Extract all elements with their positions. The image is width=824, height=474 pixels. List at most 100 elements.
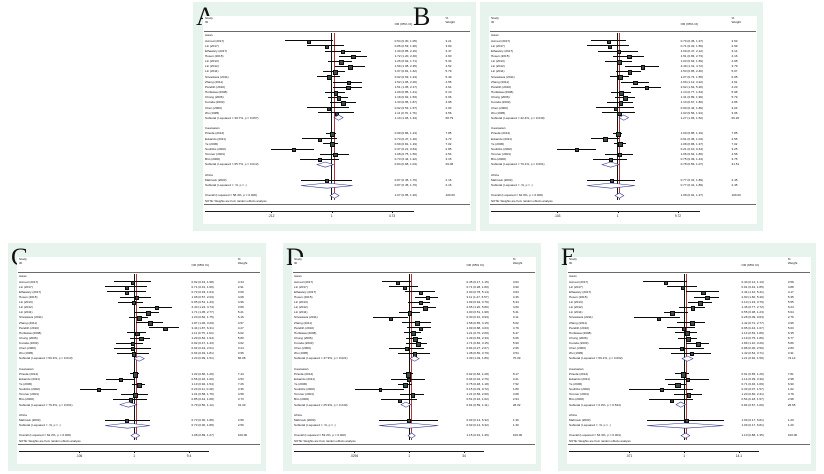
summary-effect-line xyxy=(333,33,335,200)
weight-value: 2.16 xyxy=(445,177,452,182)
or-ci-value: 3.44 (1.87, 6.31) xyxy=(191,325,214,330)
weight-value: 5.34 xyxy=(445,59,452,64)
or-ci-value: 1.71 (1.05, 2.77) xyxy=(191,310,214,315)
table-row: Subtotal (I-squared = 42.4%, p = 0.040) 1… xyxy=(489,115,757,121)
confidence-interval-line xyxy=(664,311,689,313)
or-ci-value: 0.45 (0.17, 1.15) xyxy=(466,279,489,284)
study-label: Pineda (2014) xyxy=(19,371,39,376)
or-ci-value: 0.73 (0.30, 1.88) xyxy=(191,417,214,422)
table-row: Kuroda (2003) 0.92 (0.47, 1.43) 4.62 xyxy=(17,341,261,347)
weight-value: 2.16 xyxy=(445,182,452,187)
weight-value: 3.09 xyxy=(237,289,244,294)
x-axis-tick-min-mark xyxy=(557,210,559,213)
header-id-label: ID xyxy=(19,261,23,266)
study-label: Eduardo (2011) xyxy=(19,376,40,381)
or-ci-value: 1.45 (0.77, 2.72) xyxy=(741,305,764,310)
effect-size-marker xyxy=(670,311,676,316)
weight-value: 2.85 xyxy=(445,146,452,151)
weight-value: 6.10 xyxy=(445,90,452,95)
table-row: Caucasian xyxy=(489,126,757,131)
weight-value: 4.52 xyxy=(445,64,452,69)
effect-size-marker xyxy=(613,106,618,111)
or-ci-value: 2.49 (1.31, 4.72) xyxy=(680,64,703,69)
or-ci-value: 1.59 (1.08, 2.35) xyxy=(394,64,417,69)
table-row: Asian xyxy=(292,274,536,279)
weight-value: 3.75 xyxy=(731,157,738,162)
weight-value: 2.45 xyxy=(731,182,738,187)
header-pct-label: % xyxy=(512,257,516,261)
or-ci-value: 1.51 (1.05, 2.17) xyxy=(394,84,417,89)
subtotal-label: Subtotal (I-squared = .%, p = .) xyxy=(491,182,533,187)
header-id-label: ID xyxy=(294,261,298,266)
or-ci-value: 0.81 (0.59, 1.11) xyxy=(466,402,489,407)
x-axis-line xyxy=(294,450,485,452)
or-ci-value: 0.95 (0.51, 1.43) xyxy=(191,300,214,305)
table-row: Toruner (2001) 1.20 (0.60, 2.41) 4.78 xyxy=(567,392,811,398)
effect-size-marker xyxy=(603,137,608,142)
weight-value: 4.23 xyxy=(731,84,738,89)
header-study-label: Study xyxy=(19,257,27,261)
effect-size-marker xyxy=(131,280,136,285)
x-axis-tick-max-label: 9.72 xyxy=(674,213,682,218)
table-row: Subtotal (I-squared = .%, p = .) 0.77 (0.… xyxy=(489,182,757,188)
effect-size-marker xyxy=(397,398,402,403)
panel-letter-b: B xyxy=(413,2,431,31)
table-row: Lin (2011) 1.00 (0.51, 1.98) 5.41 xyxy=(292,310,536,316)
header-id-label: ID xyxy=(491,20,495,25)
effect-size-marker xyxy=(145,311,151,316)
table-row: Chen (2000) 0.90 (0.44, 1.86) 3.24 xyxy=(489,105,757,111)
table-row: Srivastava (2011) 0.30 (0.10, 0.93) 3.11 xyxy=(292,315,536,321)
subtotal-diamond xyxy=(586,182,635,188)
weight-value: 2.99 xyxy=(731,43,738,48)
study-label: Lin (2012) xyxy=(19,305,33,310)
study-label: Toruner (2001) xyxy=(491,151,511,156)
effect-size-marker xyxy=(607,44,612,49)
or-ci-value: 0.87 (0.45, 1.70) xyxy=(394,182,417,187)
table-row: Lin (2013) 1.99 (0.94, 3.76) 5.34 xyxy=(292,300,536,306)
table-row: Brio (2000) 0.54 (0.18, 1.57) 2.98 xyxy=(567,397,811,403)
study-label: Mabrouk (2003) xyxy=(205,177,227,182)
study-label: Lin (2011) xyxy=(569,310,583,315)
group-label: Caucasian xyxy=(491,126,506,131)
study-label: Zhang (2011) xyxy=(294,320,313,325)
table-row: Chen (2000) 0.88 (0.30, 2.56) 2.80 xyxy=(567,346,811,352)
or-ci-value: 0.92 (0.43, 1.98) xyxy=(191,279,214,284)
group-label: Africa xyxy=(491,172,499,177)
subtotal-label: Subtotal (I-squared = 65.7%, p = 0.012) xyxy=(205,162,259,167)
weight-value: 2.93 xyxy=(445,105,452,110)
weight-value: 2.59 xyxy=(237,423,244,428)
or-ci-value: 0.51 (0.16, 1.62) xyxy=(466,397,489,402)
effect-size-marker xyxy=(681,326,687,332)
weight-value: 4.98 xyxy=(445,100,452,105)
effect-size-marker xyxy=(327,75,332,81)
study-label: Chung (2006) xyxy=(205,95,224,100)
study-label: Lin (2017) xyxy=(294,284,308,289)
or-ci-value: 0.79 (0.56, 1.12) xyxy=(191,402,214,407)
table-row: Overall (I-squared = 53.2%, p = 0.002) 1.… xyxy=(292,432,536,439)
weight-value: 68.79 xyxy=(445,115,454,120)
overall-label: Overall (I-squared = 54.3%, p = 0.001) xyxy=(569,433,621,438)
effect-size-marker xyxy=(685,331,691,337)
table-row: Wu (1995) 0.94 (0.49, 1.81) 3.95 xyxy=(17,351,261,357)
table-row: Lin (2012) 1.45 (0.77, 2.72) 5.24 xyxy=(567,305,811,311)
header-pct-label: % xyxy=(445,16,449,20)
table-row: Eduardo (2011) 0.56 (0.32, 1.00) 4.53 xyxy=(17,376,261,383)
effect-size-marker xyxy=(318,158,323,163)
header-study-id: Study ID xyxy=(19,257,27,266)
weight-value: 4.68 xyxy=(512,392,519,397)
table-row: Axmed (2017) 0.92 (0.43, 1.98) 3.34 xyxy=(17,279,261,285)
plot-header: Study ID OR (95% CI)% Weight xyxy=(17,257,261,274)
effect-size-marker xyxy=(418,300,424,306)
weight-value: 3.63 xyxy=(731,38,738,43)
group-label: Africa xyxy=(205,172,213,177)
forest-plot-c: Study ID OR (95% CI)% Weight Asian Axmed (201… xyxy=(17,257,261,464)
or-ci-value: 1.39 (0.83, 2.33) xyxy=(466,335,489,340)
x-axis-tick-center-label: 1 xyxy=(683,453,685,458)
study-label: Kuroda (2003) xyxy=(205,100,225,105)
table-row: Chen (2000) 0.92 (0.43, 2.01) 3.24 xyxy=(17,346,261,352)
effect-size-marker xyxy=(617,60,622,65)
weight-value: 7.02 xyxy=(445,141,452,146)
subtotal-diamond xyxy=(675,401,686,408)
weight-value: 72.14 xyxy=(787,356,796,361)
weight-value: 4.16 xyxy=(731,54,738,59)
